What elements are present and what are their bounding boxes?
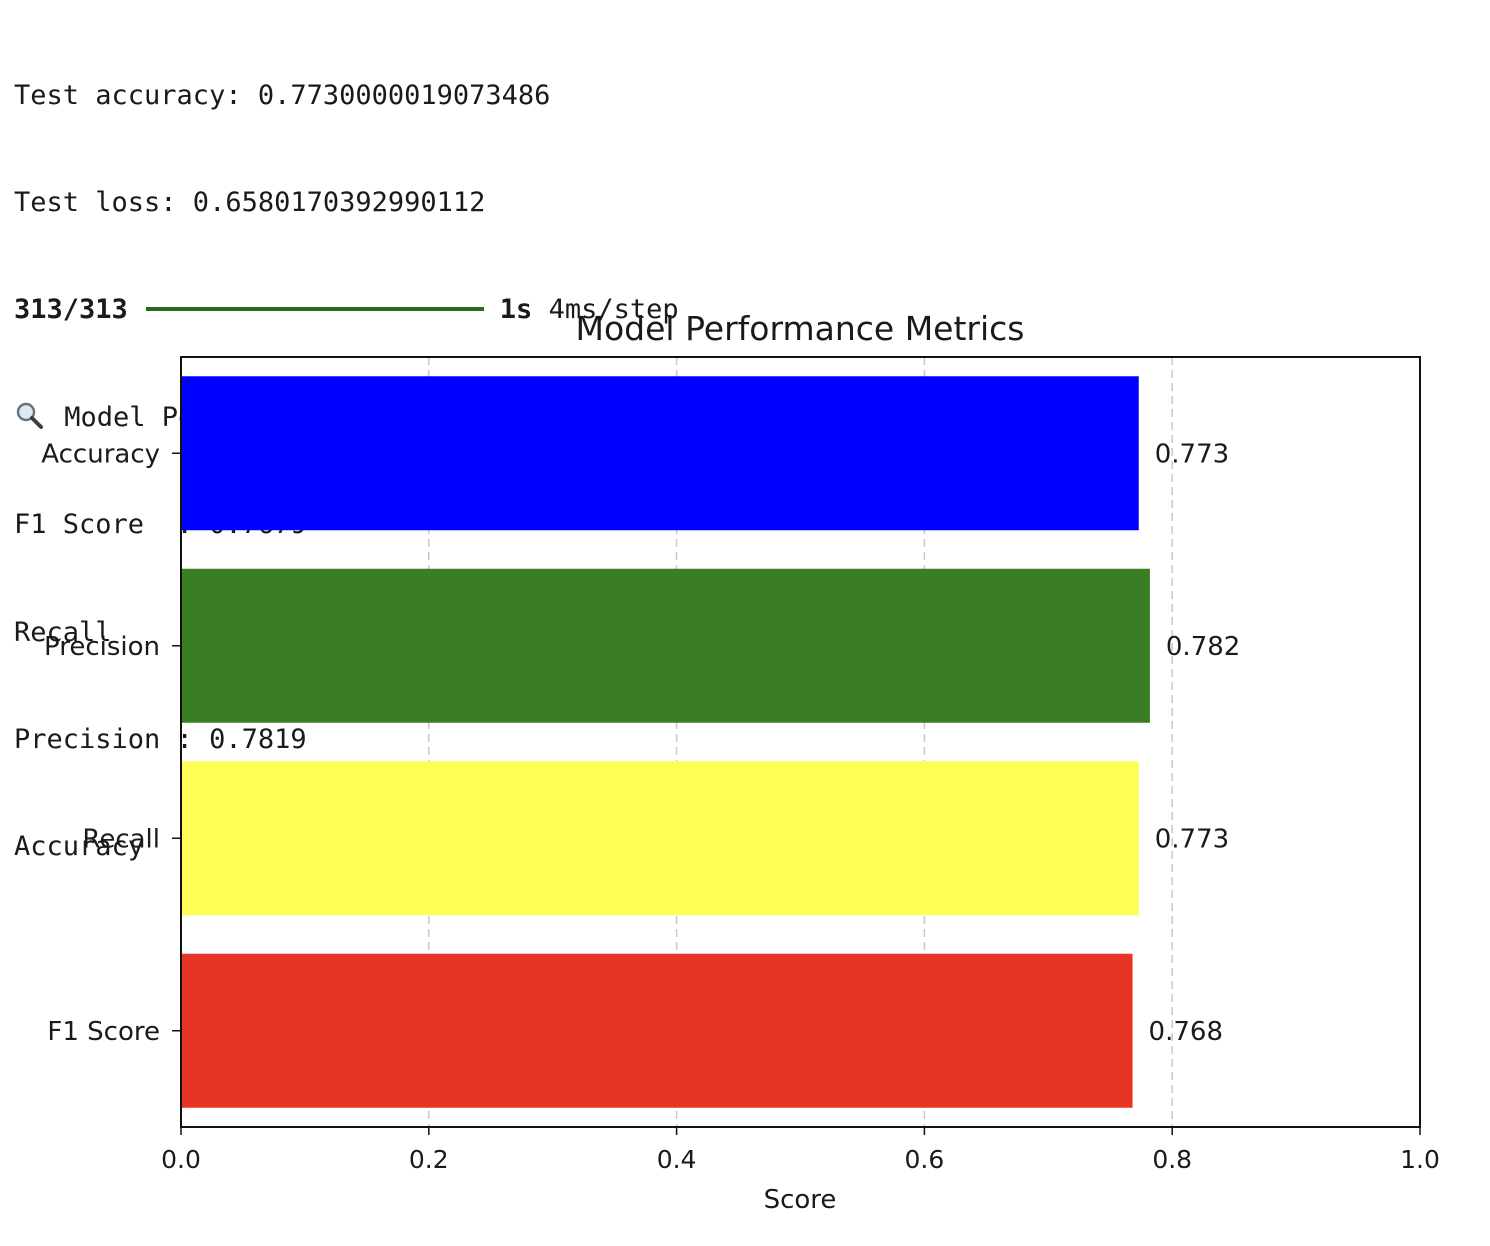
bar bbox=[181, 761, 1139, 916]
progress-time: 1s bbox=[499, 294, 533, 326]
value-labels: 0.773 0.782 0.773 0.768 bbox=[1149, 439, 1241, 1047]
metric-line-precision: Precision : 0.7819 bbox=[14, 723, 307, 755]
bar bbox=[181, 376, 1139, 531]
x-tick-label: 0.2 bbox=[409, 1145, 449, 1174]
bar bbox=[181, 953, 1133, 1108]
test-loss-line: Test loss: 0.6580170392990112 bbox=[14, 186, 486, 218]
bar bbox=[181, 568, 1150, 723]
x-tick-label: 0.6 bbox=[905, 1145, 945, 1174]
x-tick-label: 1.0 bbox=[1400, 1145, 1440, 1174]
bar-value-label: 0.773 bbox=[1155, 824, 1229, 854]
y-tick-label: Recall bbox=[82, 824, 160, 854]
progress-line: 313/313 1s 4ms/step bbox=[14, 292, 679, 328]
x-tick-label: 0.0 bbox=[161, 1145, 201, 1174]
progress-steps: 313/313 bbox=[14, 294, 128, 326]
test-accuracy-line: Test accuracy: 0.7730000019073486 bbox=[14, 79, 551, 111]
y-axis: Accuracy Precision Recall F1 Score bbox=[41, 439, 181, 1047]
bar-value-label: 0.782 bbox=[1166, 632, 1240, 662]
progress-per-step: 4ms/step bbox=[532, 294, 679, 326]
x-axis-label: Score bbox=[764, 1185, 837, 1215]
x-axis: 0.0 0.2 0.4 0.6 0.8 1.0 bbox=[161, 1127, 1440, 1174]
y-tick-label: Precision bbox=[44, 632, 160, 662]
plot-frame bbox=[180, 356, 1421, 1128]
magnifying-glass-icon bbox=[14, 401, 48, 430]
progress-bar bbox=[145, 306, 484, 311]
x-tick-label: 0.4 bbox=[657, 1145, 697, 1174]
chart-title: Model Performance Metrics bbox=[576, 309, 1025, 348]
y-tick-label: F1 Score bbox=[47, 1017, 160, 1047]
bar-value-label: 0.773 bbox=[1155, 439, 1229, 469]
bars bbox=[181, 376, 1150, 1108]
y-tick-label: Accuracy bbox=[41, 439, 160, 469]
x-tick-label: 0.8 bbox=[1152, 1145, 1192, 1174]
bar-value-label: 0.768 bbox=[1149, 1017, 1223, 1047]
